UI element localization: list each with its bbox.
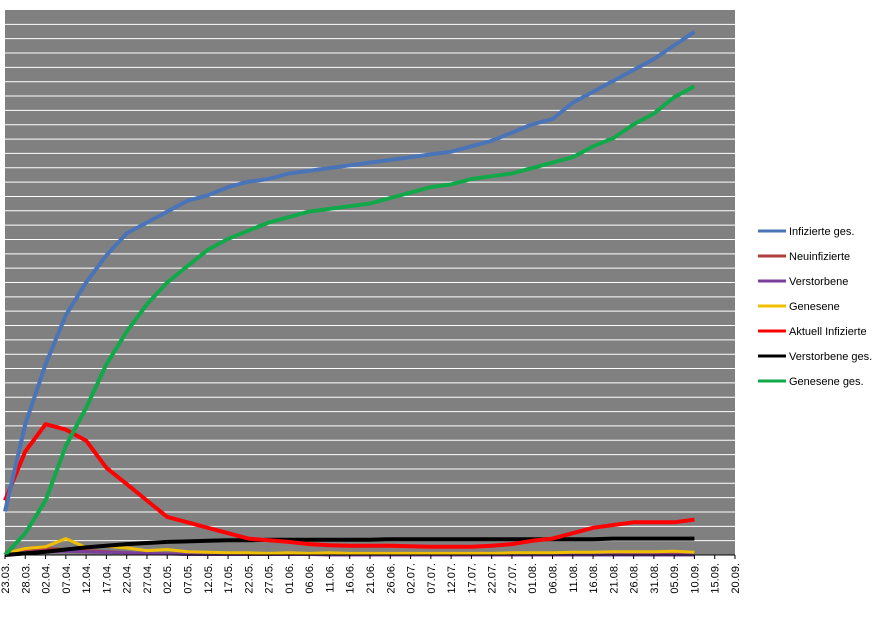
- x-tick-label: 07.04.: [61, 563, 73, 594]
- x-tick-label: 20.09.: [730, 563, 742, 594]
- x-axis: 23.03. 28.03. 02.04. 07.04. 12.04. 17.04. 22.0…: [0, 554, 742, 594]
- x-tick-label: 27.07.: [507, 563, 519, 594]
- x-tick-label: 22.05.: [243, 563, 255, 594]
- series-line-genesene-ges: [3, 84, 696, 557]
- x-tick-label: 22.07.: [487, 563, 499, 594]
- legend-label: Verstorbene: [789, 276, 848, 288]
- x-tick-label: 02.07.: [406, 563, 418, 594]
- x-tick-label: 01.06.: [284, 563, 296, 594]
- x-tick-label: 05.09.: [669, 563, 681, 594]
- legend-label: Aktuell Infizierte: [789, 326, 867, 338]
- x-tick-label: 27.04.: [142, 563, 154, 594]
- x-tick-label: 21.08.: [608, 563, 620, 594]
- x-tick-label: 23.03.: [0, 563, 12, 594]
- x-tick-label: 12.04.: [81, 563, 93, 594]
- x-tick-label: 07.05.: [183, 563, 195, 594]
- x-tick-label: 26.06.: [385, 563, 397, 594]
- x-tick-label: 02.05.: [162, 563, 174, 594]
- legend: Infizierte ges. Neuinfizierte Verstorbene G…: [758, 226, 872, 388]
- x-tick-label: 10.09.: [689, 563, 701, 594]
- x-tick-label: 16.06.: [345, 563, 357, 594]
- legend-label: Neuinfizierte: [789, 251, 850, 263]
- series-layer: [3, 30, 696, 557]
- series-line-verstorbene-ges: [4, 536, 695, 557]
- x-tick-label: 11.06.: [324, 563, 336, 593]
- legend-label: Genesene: [789, 301, 840, 313]
- x-tick-label: 28.03.: [20, 563, 32, 594]
- x-tick-label: 31.08.: [649, 563, 661, 594]
- legend-label: Genesene ges.: [789, 376, 864, 388]
- x-tick-label: 07.07.: [426, 563, 438, 594]
- x-tick-label: 17.04.: [101, 563, 113, 594]
- series-line-infizierte-ges: [3, 30, 696, 512]
- x-tick-label: 21.06.: [365, 563, 377, 594]
- x-tick-label: 06.08.: [548, 563, 560, 594]
- x-tick-label: 16.08.: [588, 563, 600, 594]
- x-tick-label: 02.04.: [41, 563, 53, 594]
- x-tick-label: 01.08.: [527, 563, 539, 594]
- x-tick-label: 06.06.: [304, 563, 316, 594]
- x-tick-label: 12.05.: [203, 563, 215, 594]
- series-line-aktuell-infizierte: [3, 422, 695, 549]
- x-tick-label: 11.08.: [568, 563, 580, 593]
- legend-label: Infizierte ges.: [789, 226, 854, 238]
- x-tick-label: 26.08.: [629, 563, 641, 594]
- x-tick-label: 22.04.: [122, 563, 134, 594]
- x-tick-label: 17.05.: [223, 563, 235, 594]
- legend-label: Verstorbene ges.: [789, 351, 872, 363]
- x-tick-label: 17.07.: [466, 563, 478, 594]
- x-tick-label: 12.07.: [446, 563, 458, 594]
- x-tick-label: 27.05.: [264, 563, 276, 594]
- x-tick-label: 15.09.: [710, 563, 722, 594]
- series-line-genesene: [4, 537, 695, 555]
